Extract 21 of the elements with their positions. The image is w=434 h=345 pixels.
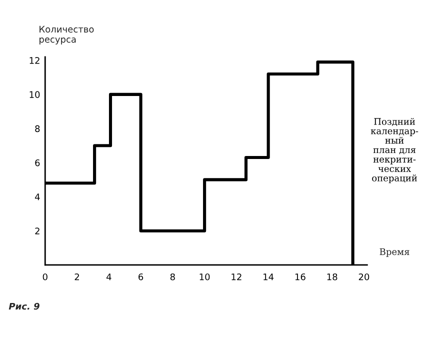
text: Поздний календар- ный план для некрити- ческих операций (370, 118, 418, 184)
x-tick-label: 2 (74, 273, 79, 280)
text: Рис. 9 (8, 302, 40, 310)
y-tick-label: 2 (35, 228, 40, 234)
x-axis-title: Время (380, 248, 410, 257)
x-tick-label: 6 (138, 273, 144, 280)
x-tick-label: 14 (264, 274, 274, 280)
y-axis-title: Количество ресурса (40, 26, 94, 44)
x-tick-label: 0 (42, 273, 48, 280)
x-tick-label: 8 (170, 273, 175, 280)
x-tick-label: 18 (327, 273, 338, 280)
y-tick-label: 8 (35, 125, 40, 132)
x-tick-label: 16 (295, 273, 306, 280)
x-tick-label: 20 (358, 273, 370, 280)
x-tick-label: 10 (200, 273, 210, 280)
y-tick-label: 12 (30, 57, 40, 64)
y-tick-label: 6 (35, 159, 40, 166)
y-tick-label: 4 (34, 194, 40, 200)
x-tick-label: 4 (106, 274, 112, 280)
y-tick-label: 10 (30, 91, 40, 98)
x-tick-label: 12 (232, 273, 242, 280)
